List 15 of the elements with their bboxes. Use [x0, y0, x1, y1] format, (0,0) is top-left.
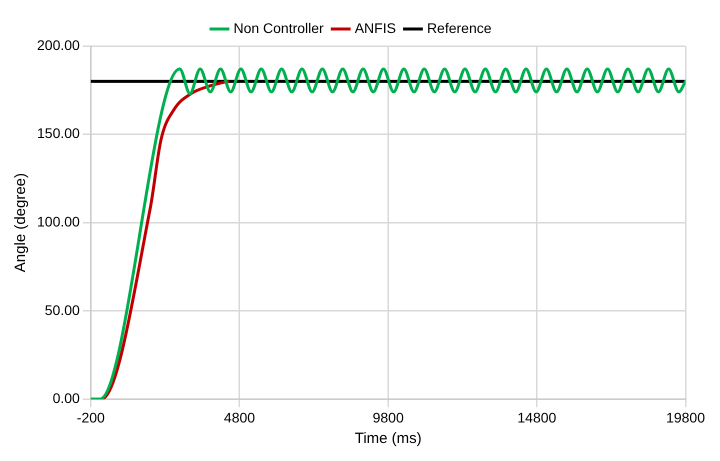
x-axis-title: Time (ms) — [354, 430, 422, 448]
x-tick-label: 14800 — [517, 409, 557, 426]
y-tick-label: 200.00 — [36, 36, 80, 53]
x-tick-label: 9800 — [372, 409, 404, 426]
legend-label: ANFIS — [354, 20, 396, 36]
y-tick-label: 0.00 — [52, 390, 80, 406]
y-tick-label: 50.00 — [44, 302, 80, 318]
legend-label: Reference — [426, 20, 492, 36]
y-tick-label: 100.00 — [36, 213, 80, 230]
y-axis-title: Angle (degree) — [12, 172, 30, 272]
x-tick-label: -200 — [76, 409, 106, 426]
x-tick-label: 19800 — [666, 409, 706, 426]
x-tick-label: 4800 — [224, 409, 256, 426]
legend-label: Non Controller — [233, 20, 324, 36]
y-tick-label: 150.00 — [36, 125, 80, 142]
